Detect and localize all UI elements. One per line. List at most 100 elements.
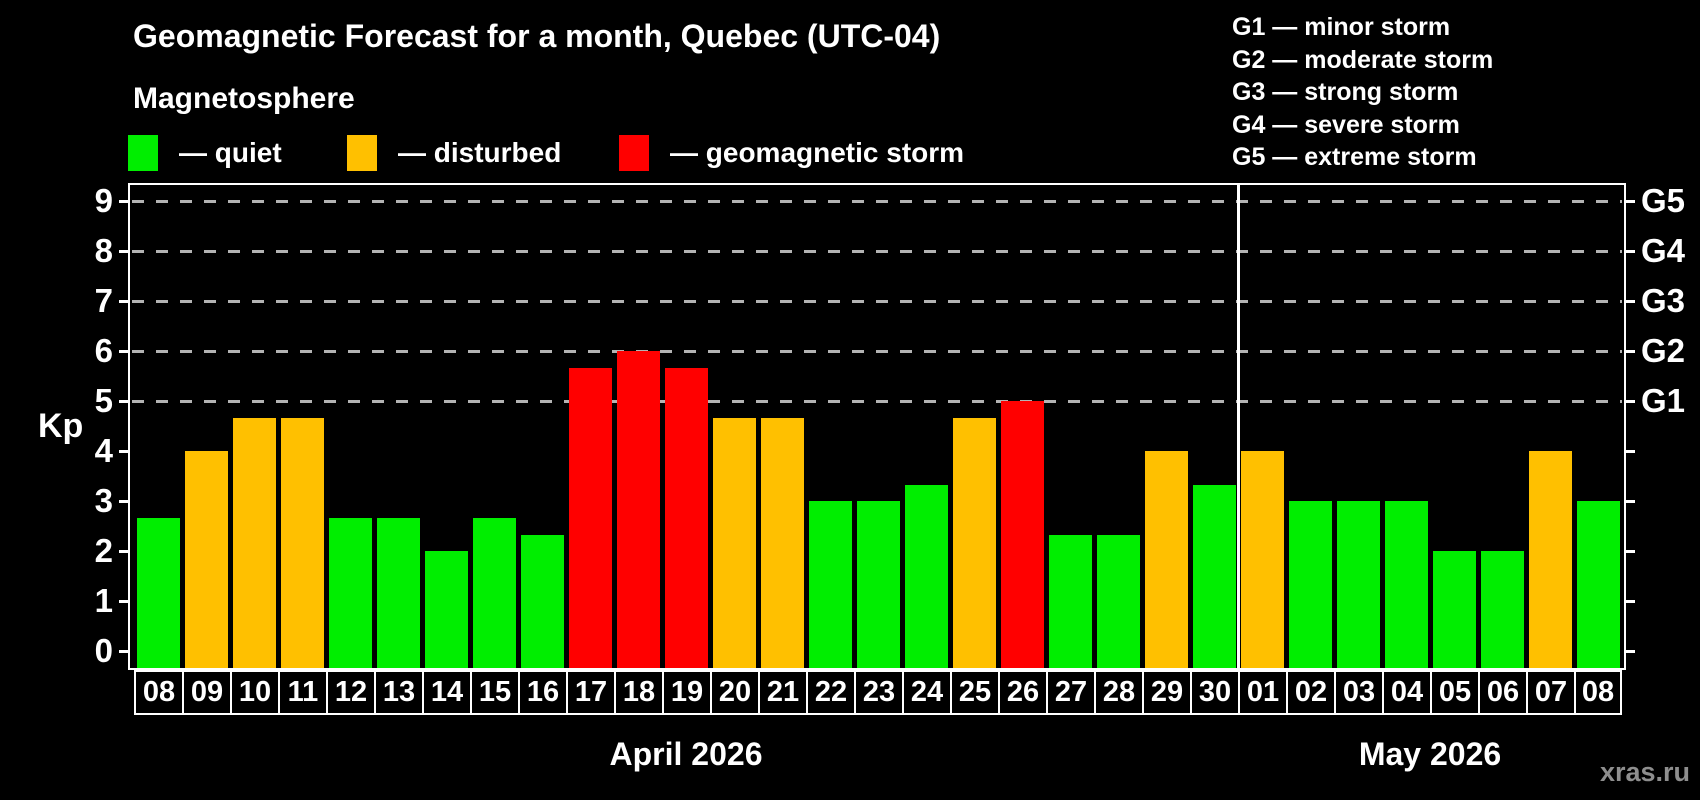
day-label-cell: 15: [470, 670, 518, 715]
day-label-cell: 25: [950, 670, 998, 715]
kp-bar: [1336, 501, 1380, 668]
month-separator-line: [1236, 185, 1240, 668]
legend-item-disturbed: — disturbed: [347, 134, 561, 172]
quiet-label: — quiet: [179, 137, 282, 168]
g2-legend-line: G2 — moderate storm: [1232, 45, 1494, 74]
plot-area: [128, 183, 1626, 670]
g5-legend-line: G5 — extreme storm: [1232, 143, 1477, 171]
y-tick: [119, 349, 129, 353]
g4-legend-line: G4 — severe storm: [1232, 110, 1460, 139]
y-tick-label: 5: [94, 382, 113, 419]
day-label-cell: 21: [758, 670, 806, 715]
day-label-cell: 14: [422, 670, 470, 715]
day-label-cell: 09: [182, 670, 230, 715]
legend-item-storm: — geomagnetic storm: [619, 134, 964, 172]
kp-bar: [328, 517, 372, 668]
day-label-cell: 08: [1574, 670, 1622, 715]
quiet-swatch: [128, 135, 158, 171]
y-tick: [119, 299, 129, 303]
kp-bar: [520, 534, 564, 668]
kp-bar: [424, 551, 468, 668]
day-label-cell: 27: [1046, 670, 1094, 715]
kp-bar: [1480, 551, 1524, 668]
kp-bar: [1096, 534, 1140, 668]
g-level-label: G4: [1641, 232, 1686, 269]
kp-bar: [616, 351, 660, 668]
y-tick: [119, 199, 129, 203]
day-label-cell: 18: [614, 670, 662, 715]
kp-bar: [1240, 451, 1284, 668]
day-label-cell: 16: [518, 670, 566, 715]
right-tick: [1625, 349, 1635, 353]
y-tick: [119, 599, 129, 603]
right-tick: [1625, 199, 1635, 203]
g3-legend-line: G3 — strong storm: [1232, 78, 1459, 106]
storm-swatch: [619, 135, 649, 171]
kp-bar: [760, 417, 804, 668]
watermark: xras.ru: [1599, 757, 1690, 787]
day-label-cell: 30: [1190, 670, 1238, 715]
right-tick: [1625, 299, 1635, 303]
kp-bar: [1048, 534, 1092, 668]
kp-bar: [472, 517, 516, 668]
y-tick: [119, 649, 129, 653]
y-tick-label: 2: [94, 532, 113, 569]
kp-bar: [232, 417, 276, 668]
disturbed-label: — disturbed: [398, 137, 562, 168]
kp-bar: [856, 501, 900, 668]
y-tick: [119, 549, 129, 553]
day-label-cell: 06: [1478, 670, 1526, 715]
kp-bar: [1528, 451, 1572, 668]
day-label-cell: 10: [230, 670, 278, 715]
g-level-label: G5: [1641, 182, 1686, 219]
day-label-cell: 03: [1334, 670, 1382, 715]
right-tick: [1625, 399, 1635, 403]
kp-bar: [712, 417, 756, 668]
kp-bar: [952, 417, 996, 668]
legend-item-quiet: — quiet: [128, 134, 282, 172]
day-label-cell: 20: [710, 670, 758, 715]
day-label-cell: 22: [806, 670, 854, 715]
right-tick: [1625, 549, 1635, 553]
magnetosphere-subtitle: Magnetosphere: [133, 82, 355, 115]
kp-bar: [808, 501, 852, 668]
g-level-label: G1: [1641, 382, 1686, 419]
day-label-cell: 23: [854, 670, 902, 715]
kp-bar: [1384, 501, 1428, 668]
y-tick: [119, 399, 129, 403]
y-axis-title: Kp: [38, 407, 84, 445]
kp-bar: [1576, 501, 1620, 668]
disturbed-swatch: [347, 135, 377, 171]
day-label-cell: 05: [1430, 670, 1478, 715]
day-label-cell: 02: [1286, 670, 1334, 715]
day-label-cell: 17: [566, 670, 614, 715]
y-tick-label: 8: [94, 232, 113, 269]
month-label: April 2026: [609, 736, 763, 772]
day-label-cell: 24: [902, 670, 950, 715]
right-tick: [1625, 449, 1635, 453]
gridline-kp6: [132, 349, 1622, 353]
g-level-label: G3: [1641, 282, 1686, 319]
y-tick: [119, 499, 129, 503]
y-tick-label: 6: [94, 332, 113, 369]
y-tick: [119, 449, 129, 453]
gridline-kp9: [132, 199, 1622, 203]
storm-scale-legend: G1 — minor storm G2 — moderate storm G3 …: [1232, 11, 1493, 174]
right-tick: [1625, 649, 1635, 653]
right-tick: [1625, 599, 1635, 603]
kp-bar: [1192, 484, 1236, 668]
day-label-cell: 28: [1094, 670, 1142, 715]
y-tick-label: 0: [94, 632, 113, 669]
day-label-cell: 07: [1526, 670, 1574, 715]
day-label-cell: 26: [998, 670, 1046, 715]
day-label-cell: 29: [1142, 670, 1190, 715]
gridline-kp5: [132, 399, 1622, 403]
kp-bar: [1000, 401, 1044, 668]
g-level-label: G2: [1641, 332, 1686, 369]
y-tick-label: 4: [94, 432, 113, 469]
gridline-kp7: [132, 299, 1622, 303]
day-label-cell: 12: [326, 670, 374, 715]
right-tick: [1625, 249, 1635, 253]
kp-bar: [376, 517, 420, 668]
